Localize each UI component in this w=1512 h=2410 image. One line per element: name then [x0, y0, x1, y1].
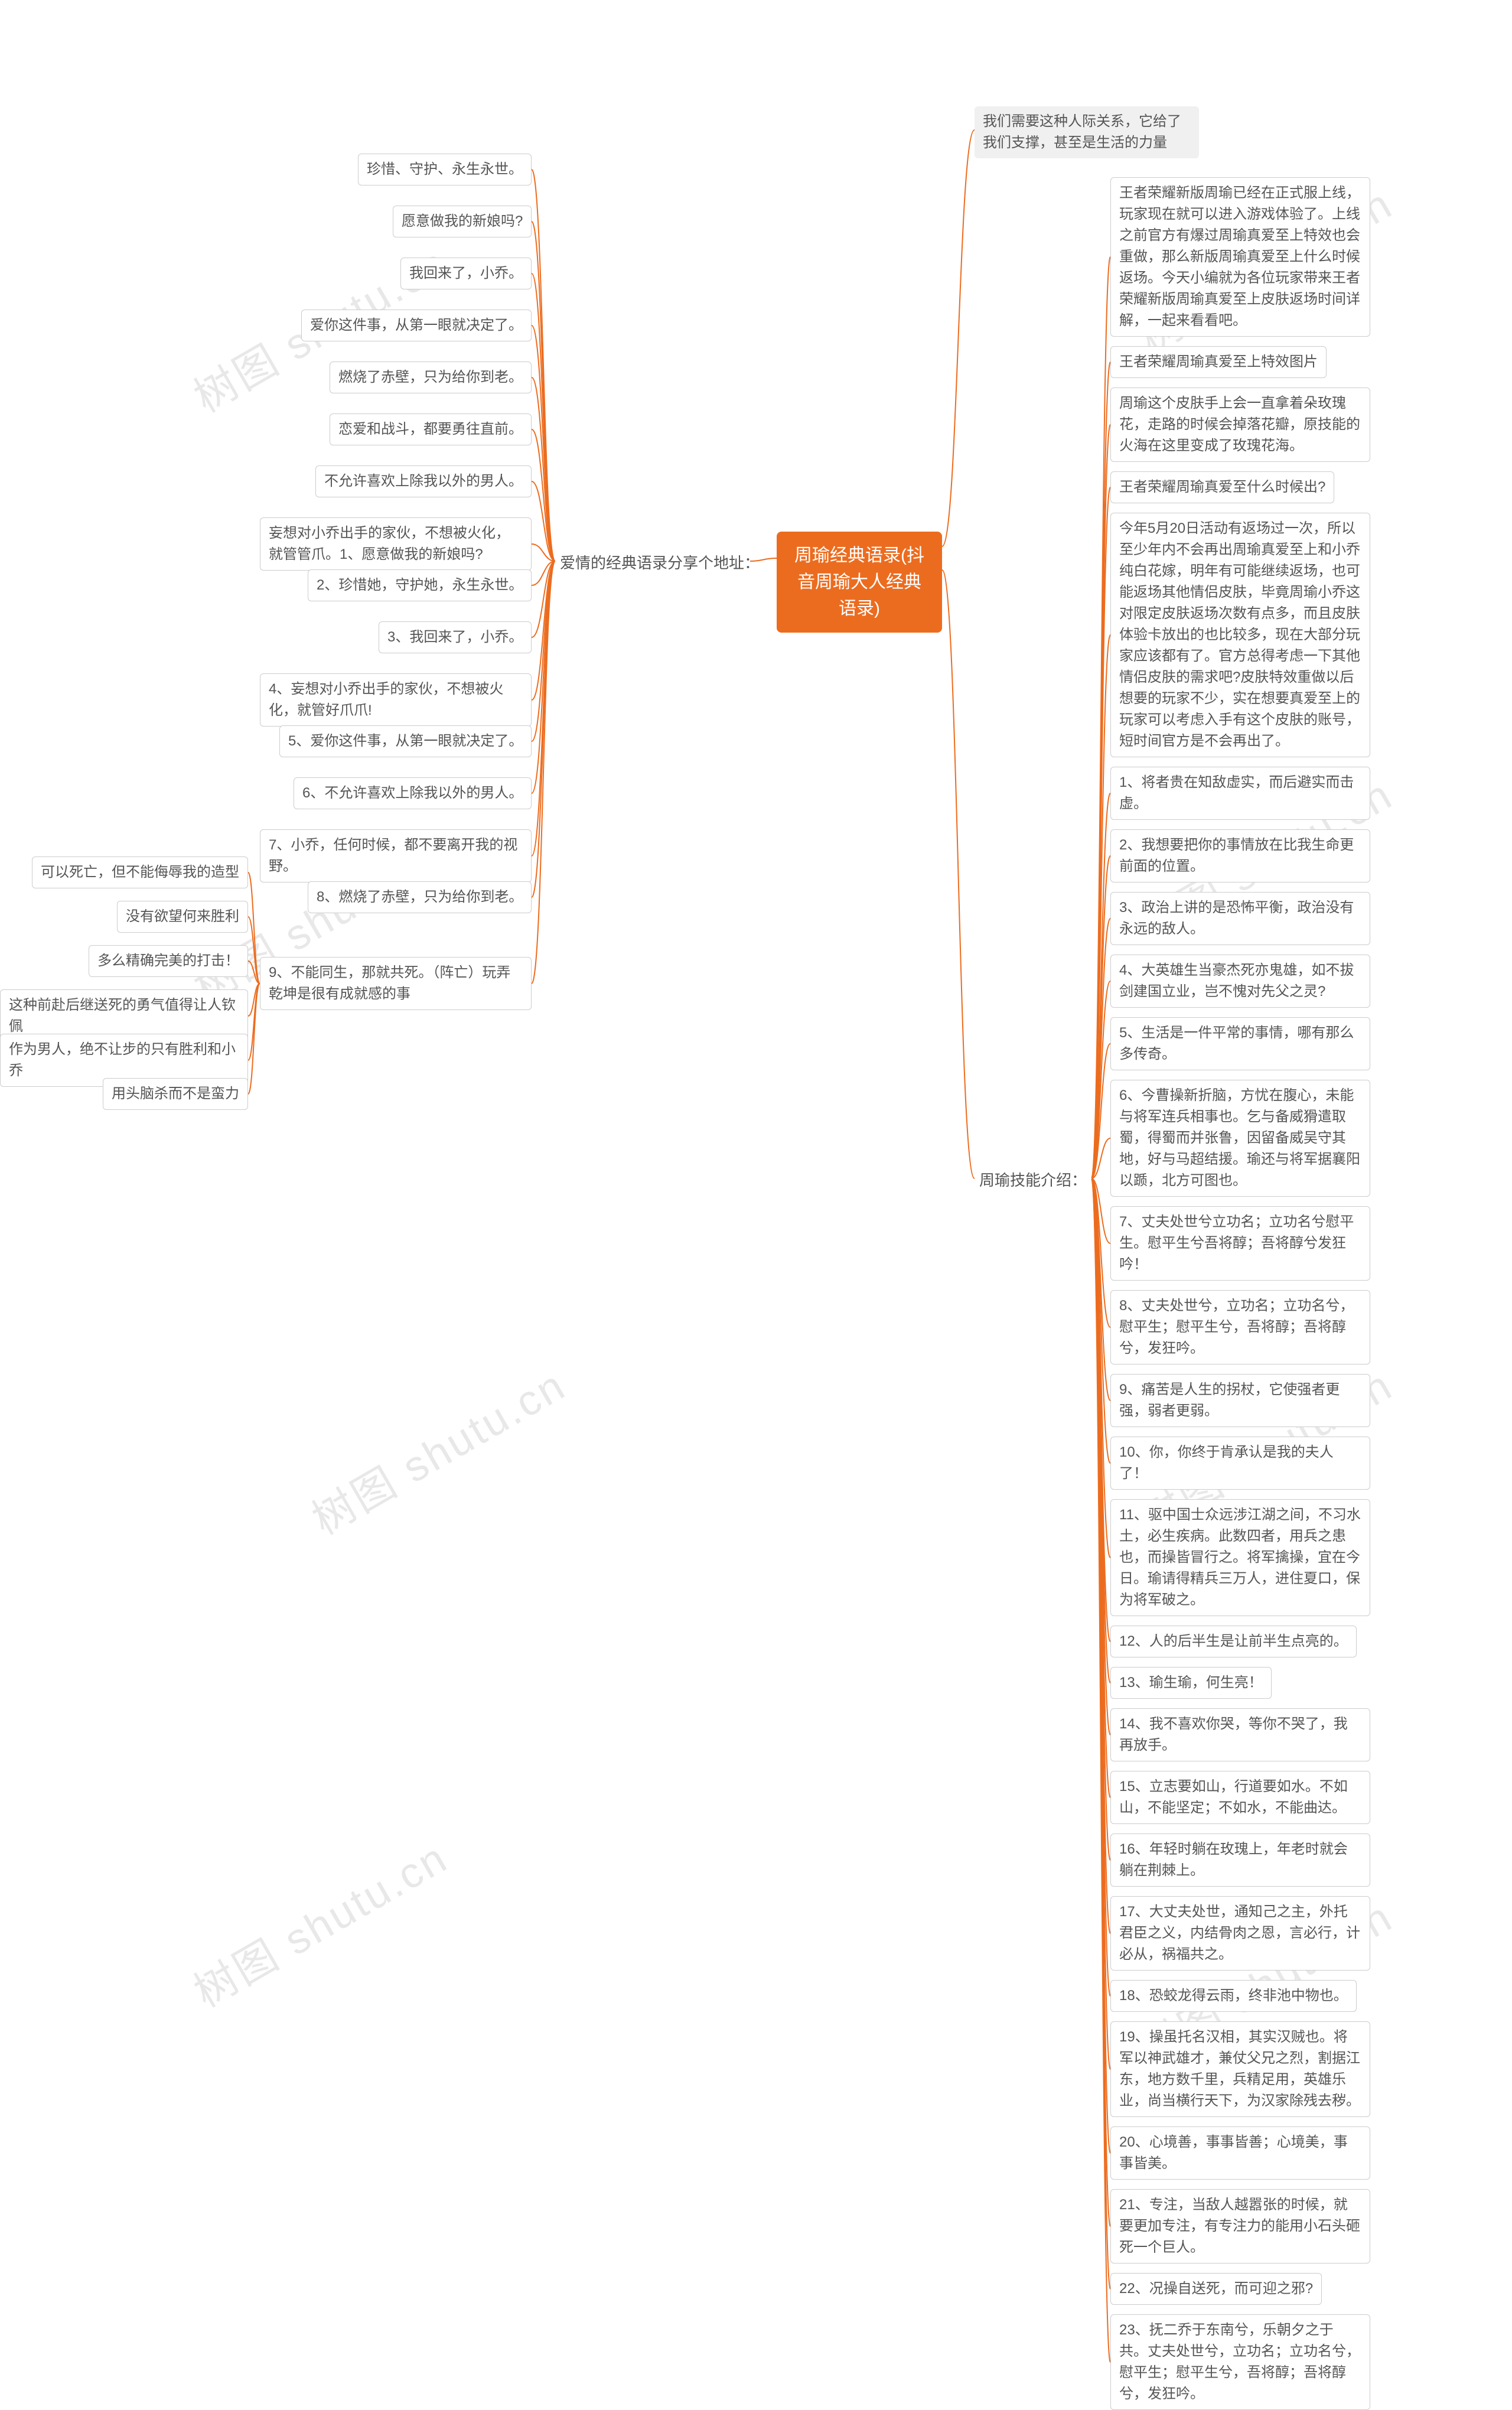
- connectors: [0, 0, 1512, 2247]
- mindmap-canvas: 树图 shutu.cn树图 shutu.cn树图 shutu.cn树图 shut…: [0, 0, 1512, 2247]
- right-leaf: 22、况操自送死，而可迎之邪?: [1110, 2273, 1322, 2305]
- right-leaf: 23、抚二乔于东南兮，乐朝夕之于共。丈夫处世兮，立功名；立功名兮，慰平生；慰平生…: [1110, 2314, 1370, 2410]
